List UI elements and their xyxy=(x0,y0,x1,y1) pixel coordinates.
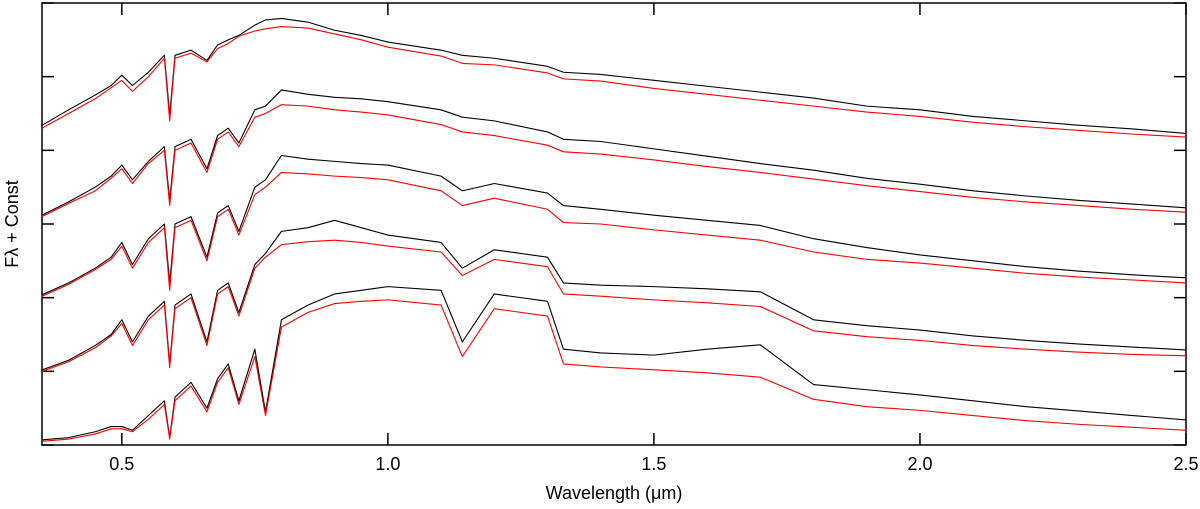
spectrum-line xyxy=(41,171,1187,297)
x-tick-label: 1.0 xyxy=(375,454,400,474)
x-tick-label: 0.5 xyxy=(109,454,134,474)
spectrum-line xyxy=(41,104,1187,218)
spectrum-line xyxy=(41,89,1187,216)
y-axis-label: Fλ + Const xyxy=(2,180,22,268)
spectrum-line xyxy=(41,154,1187,296)
x-tick-label: 2.0 xyxy=(907,454,932,474)
spectrum-line xyxy=(41,26,1187,138)
x-tick-label: 2.5 xyxy=(1173,454,1198,474)
spectrum-line xyxy=(41,17,1187,134)
spectrum-line xyxy=(41,299,1187,442)
spectrum-line xyxy=(41,219,1187,371)
plot-frame xyxy=(41,2,1187,446)
spectrum-line xyxy=(41,239,1187,372)
x-axis-label: Wavelength (μm) xyxy=(546,483,683,503)
x-tick-label: 1.5 xyxy=(641,454,666,474)
spectrum-line xyxy=(41,286,1187,441)
